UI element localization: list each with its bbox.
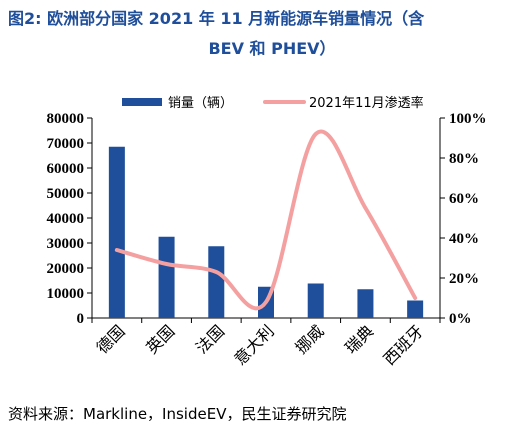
legend-bar-label: 销量（辆）	[168, 96, 233, 111]
left-axis-tick-label: 20000	[47, 261, 85, 277]
right-axis-tick-label: 100%	[449, 111, 487, 127]
bar-series	[108, 146, 424, 318]
right-axis-tick-label: 40%	[449, 231, 479, 247]
left-axis-tick-label: 30000	[47, 236, 85, 252]
left-axis-tick-label: 40000	[47, 211, 85, 227]
legend-bar-swatch	[122, 98, 162, 106]
left-axis-tick-label: 70000	[47, 136, 85, 152]
bar	[307, 283, 324, 318]
x-axis-category-label: 意大利	[230, 321, 277, 368]
left-axis-tick-label: 0	[77, 311, 85, 327]
legend-line-label: 2021年11月渗透率	[309, 95, 424, 111]
left-axis-tick-label: 60000	[47, 161, 85, 177]
x-axis-category-label: 英国	[142, 321, 178, 357]
right-axis-tick-label: 20%	[449, 271, 479, 287]
line-series	[114, 129, 418, 311]
x-axis-category-label: 法国	[192, 321, 228, 357]
chart-title: 图2: 欧洲部分国家 2021 年 11 月新能源车销量情况（含 BEV 和 P…	[8, 4, 522, 64]
x-axis-category-label: 瑞典	[341, 321, 377, 357]
bar	[357, 289, 374, 318]
bar	[208, 246, 225, 318]
right-axis-tick-label: 80%	[449, 151, 479, 167]
left-axis-tick-label: 80000	[47, 111, 85, 127]
bar	[108, 146, 125, 318]
x-axis-category-label: 西班牙	[380, 321, 427, 368]
legend: 销量（辆） 2021年11月渗透率	[122, 95, 424, 111]
x-axis-category-label: 德国	[93, 321, 129, 357]
chart-title-line2: BEV 和 PHEV）	[208, 39, 336, 58]
right-axis-tick-label: 0%	[449, 311, 472, 327]
source-note: 资料来源：Markline，InsideEV，民生证券研究院	[8, 405, 347, 423]
bar	[158, 236, 175, 318]
left-axis-tick-label: 10000	[47, 286, 85, 302]
chart-title-line1: 图2: 欧洲部分国家 2021 年 11 月新能源车销量情况（含	[8, 9, 425, 28]
bar	[407, 300, 424, 318]
x-axis-category-label: 挪威	[291, 321, 327, 357]
left-axis-tick-label: 50000	[47, 186, 85, 202]
right-axis-tick-label: 60%	[449, 191, 479, 207]
